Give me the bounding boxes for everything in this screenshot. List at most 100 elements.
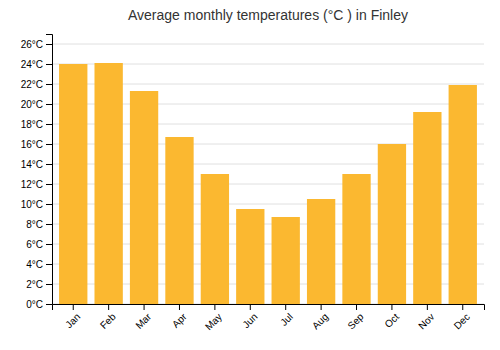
x-tick-line — [285, 304, 286, 310]
x-tick-label: Apr — [170, 311, 189, 330]
bar — [342, 174, 370, 304]
y-tick: 16°C — [21, 139, 52, 150]
x-tick-label: Sep — [345, 311, 366, 332]
y-tick-line — [46, 124, 52, 125]
x-tick-line — [73, 304, 74, 310]
y-tick-line — [46, 304, 52, 305]
y-axis: 0°C 2°C 4°C 6°C 8°C 10°C 12°C 14°C 16°C 18°C 20°C 2… — [21, 35, 53, 310]
bar — [94, 63, 122, 304]
x-tick: Oct — [382, 304, 401, 330]
y-tick: 12°C — [21, 179, 52, 190]
y-tick-line — [46, 84, 52, 85]
y-tick: 6°C — [26, 239, 52, 250]
x-tick: Jul — [278, 304, 295, 328]
x-tick-line — [427, 304, 428, 310]
y-tick-label: 0°C — [26, 299, 43, 310]
y-tick-line — [46, 184, 52, 185]
y-tick-label: 4°C — [26, 259, 43, 270]
y-tick-label: 22°C — [21, 79, 43, 90]
x-tick-line — [462, 304, 463, 310]
x-tick-line — [321, 304, 322, 310]
y-tick-line — [46, 44, 52, 45]
bar — [378, 144, 406, 304]
bar — [413, 112, 441, 304]
x-tick-label: Mar — [133, 311, 153, 331]
x-tick-line — [144, 304, 145, 310]
bar — [165, 137, 193, 304]
x-tick: Sep — [345, 304, 366, 331]
y-tick-line — [46, 64, 52, 65]
x-tick-line — [391, 304, 392, 310]
grid-line — [52, 44, 484, 45]
y-tick-line — [46, 104, 52, 105]
x-tick-label: Jun — [240, 311, 259, 330]
y-tick: 0°C — [26, 299, 52, 310]
grid — [52, 44, 484, 304]
bar — [449, 85, 477, 304]
y-tick-label: 18°C — [21, 119, 43, 130]
y-tick-line — [46, 164, 52, 165]
x-tick: Jan — [63, 304, 82, 330]
y-tick-line — [46, 244, 52, 245]
bar — [59, 64, 87, 304]
bar — [272, 217, 300, 304]
y-tick: 2°C — [26, 279, 52, 290]
bar — [307, 199, 335, 304]
x-tick: Nov — [416, 304, 436, 331]
x-tick-line — [179, 304, 180, 310]
y-tick-label: 6°C — [26, 239, 43, 250]
y-tick: 18°C — [21, 119, 52, 130]
y-tick-line — [46, 264, 52, 265]
y-tick-label: 12°C — [21, 179, 43, 190]
x-tick: May — [203, 304, 224, 332]
x-tick-label: Jul — [278, 311, 295, 328]
x-tick: Feb — [98, 304, 118, 331]
x-tick-label: Oct — [382, 311, 401, 330]
x-tick: Mar — [133, 304, 153, 331]
y-tick-label: 24°C — [21, 59, 43, 70]
x-tick-label: Aug — [310, 311, 330, 331]
x-tick-label: Feb — [98, 311, 118, 331]
y-tick: 24°C — [21, 59, 52, 70]
bar — [236, 209, 264, 304]
plot: 0°C 2°C 4°C 6°C 8°C 10°C 12°C 14°C 16°C 18°C 20°C 2… — [21, 35, 485, 333]
x-axis-line — [53, 305, 485, 311]
x-axis: Jan Feb Mar Apr May Jun Jul Aug Sep Oct Nov Dec — [53, 304, 485, 332]
x-tick-line — [108, 304, 109, 310]
x-tick-label: Nov — [416, 311, 436, 331]
y-tick-label: 8°C — [26, 219, 43, 230]
x-tick-line — [214, 304, 215, 310]
y-tick-label: 20°C — [21, 99, 43, 110]
y-tick-label: 2°C — [26, 279, 43, 290]
y-tick: 26°C — [21, 39, 52, 50]
y-tick: 14°C — [21, 159, 52, 170]
y-axis-line — [46, 35, 53, 305]
y-tick-line — [46, 224, 52, 225]
x-tick-line — [356, 304, 357, 310]
bar — [201, 174, 229, 304]
y-tick: 8°C — [26, 219, 52, 230]
y-tick-line — [46, 144, 52, 145]
y-tick: 20°C — [21, 99, 52, 110]
y-tick-label: 26°C — [21, 39, 43, 50]
y-tick-line — [46, 284, 52, 285]
y-tick-line — [46, 204, 52, 205]
bar — [130, 91, 158, 304]
x-tick: Apr — [170, 304, 189, 330]
y-tick-label: 16°C — [21, 139, 43, 150]
x-tick-line — [250, 304, 251, 310]
y-tick: 22°C — [21, 79, 52, 90]
bars — [59, 63, 477, 304]
y-tick: 10°C — [21, 199, 52, 210]
x-tick: Aug — [310, 304, 330, 331]
x-tick-label: Jan — [63, 311, 82, 330]
x-tick-label: Dec — [452, 311, 472, 331]
y-tick: 4°C — [26, 259, 52, 270]
y-tick-label: 14°C — [21, 159, 43, 170]
chart: 0°C 2°C 4°C 6°C 8°C 10°C 12°C 14°C 16°C 18°C 20°C 2… — [0, 0, 500, 350]
title: Average monthly temperatures (°C ) in Fi… — [128, 7, 408, 23]
x-tick: Dec — [452, 304, 472, 331]
x-tick: Jun — [240, 304, 259, 330]
x-tick-label: May — [203, 311, 224, 332]
y-tick-label: 10°C — [21, 199, 43, 210]
